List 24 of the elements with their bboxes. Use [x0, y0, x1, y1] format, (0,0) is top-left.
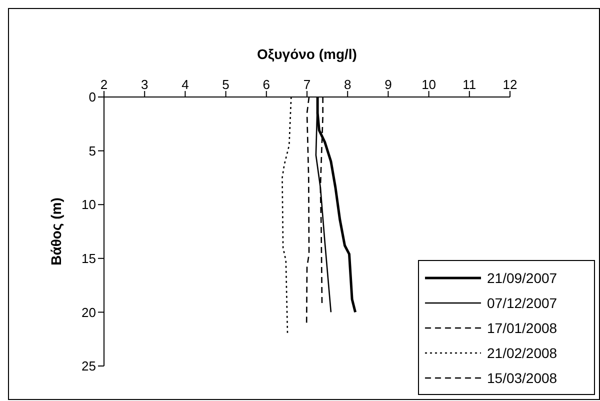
x-tick-label: 8: [344, 77, 352, 92]
y-tick-label: 20: [82, 304, 96, 320]
legend-label: 07/12/2007: [487, 294, 558, 310]
x-tick-label: 5: [222, 77, 230, 92]
x-tick-label: 3: [140, 77, 148, 92]
legend-label: 21/09/2007: [487, 270, 558, 286]
x-tick-label: 4: [182, 77, 189, 92]
y-tick-label: 10: [82, 197, 96, 212]
x-tick-label: 6: [262, 77, 270, 92]
y-tick-label: 25: [82, 358, 96, 374]
x-tick-label: 11: [462, 77, 476, 92]
x-tick-label: 10: [422, 77, 436, 92]
x-tick-label: 12: [502, 77, 518, 92]
legend-label: 17/01/2008: [487, 320, 558, 336]
y-axis-title: Βάθος (m): [48, 198, 64, 266]
y-tick-label: 15: [82, 251, 96, 266]
x-tick-label: 9: [384, 77, 392, 92]
legend-label: 15/03/2008: [487, 370, 558, 386]
legend-label: 21/02/2008: [487, 344, 558, 360]
x-axis-title: Οξυγόνο (mg/l): [257, 46, 357, 62]
y-tick-label: 5: [88, 143, 96, 158]
x-tick-label: 7: [303, 77, 311, 92]
y-tick-label: 0: [88, 90, 96, 105]
x-tick-label: 2: [100, 77, 108, 92]
